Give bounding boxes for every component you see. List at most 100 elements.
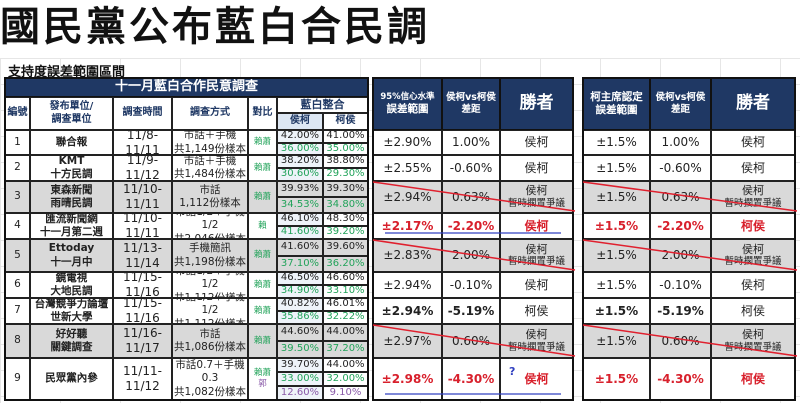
row-hou-ko-value-text: 37.10% [280, 257, 320, 269]
row-hou-ko-value-text: 35.86% [280, 311, 320, 323]
row-margin: ±2.83% [373, 239, 442, 272]
row-margin-text: ±1.5% [596, 189, 637, 204]
row-winner: 侯柯 [711, 155, 795, 181]
row-publisher: 鏡電視 大地民調 [30, 272, 113, 298]
margin_table_95-header-margin-text: 95%信心水準 [380, 92, 435, 103]
row-hou-ko-value: 36.00% [277, 143, 323, 155]
col-header-method-text: 調查方式 [190, 107, 230, 119]
row-gap: 2.00% [650, 239, 711, 272]
row-method-text: 市話1/2＋手機1/2 [175, 273, 244, 291]
margin_table_ko-header-gap-text: 侯柯vs柯侯 [655, 92, 706, 104]
row-gap-text: -5.19% [447, 303, 495, 318]
row-method-text: 共1,112份樣本 [173, 291, 247, 298]
row-ko-hou-value-text: 48.30% [326, 213, 365, 225]
row-publisher-text: 雨晴民調 [50, 197, 93, 209]
row-gap-text: -4.30% [447, 371, 495, 386]
row-gap-text: 0.63% [451, 189, 491, 204]
row-compare: 賴蕭 [248, 155, 277, 181]
col-header-no: 編號 [5, 97, 30, 130]
row-winner: 柯侯 [711, 298, 795, 324]
row-winner-text: 侯柯 [524, 160, 549, 175]
row-winner: 侯柯 [500, 272, 573, 298]
row-margin-text: ±2.97% [383, 333, 432, 348]
row-winner-text: 暫時擱置爭議 [507, 341, 565, 353]
page-title: 國民黨公布藍白合民調 [0, 4, 430, 50]
row-ko-hou-value: 9.10% [323, 386, 368, 400]
row-method: 手機簡訊 共1,198份樣本 [172, 239, 248, 272]
col-header-publisher: 發布單位/調查單位 [30, 97, 113, 130]
row-ko-hou-value-text: 39.60% [326, 241, 365, 253]
row-gap: -4.30% [442, 358, 500, 400]
row-ko-hou-value-text: 39.30% [326, 182, 365, 194]
row-winner-text: 侯柯 [524, 371, 549, 386]
row-ko-hou-value-text: 37.20% [326, 343, 365, 355]
row-method-text: 手機簡訊 [189, 242, 231, 255]
margin_table_95-header-winner: 勝者 [500, 78, 573, 130]
row-period: 11/8-11/11 [113, 130, 172, 155]
row-no-text: 1 [14, 135, 21, 148]
row-no-text: 4 [14, 219, 21, 232]
row-gap: -5.19% [650, 298, 711, 324]
row-gap: -2.20% [442, 213, 500, 239]
row-period: 11/11-11/12 [113, 358, 172, 400]
row-gap-text: -0.10% [659, 277, 702, 292]
row-compare-text: 賴 [258, 220, 267, 231]
row-hou-ko-value: 39.93% [277, 181, 323, 197]
row-no-text: 5 [14, 248, 21, 261]
row-no: 5 [5, 239, 30, 272]
row-margin-text: ±1.5% [596, 248, 637, 262]
margin_table_ko-header-winner-text: 勝者 [736, 93, 770, 114]
row-compare-text: 賴蕭 [253, 162, 271, 173]
row-ko-hou-value: 38.80% [323, 155, 368, 168]
row-publisher: Ettoday 十一月中 [30, 239, 113, 272]
row-gap: 0.63% [442, 181, 500, 213]
row-margin-text: ±2.94% [383, 277, 432, 292]
row-method-text: 共1,082份樣本 [173, 385, 247, 398]
row-margin-text: ±2.94% [381, 303, 434, 318]
row-margin-text: ±2.94% [383, 189, 432, 204]
row-margin-text: ±2.83% [383, 248, 432, 262]
row-publisher: 聯合報 [30, 130, 113, 155]
row-margin: ±1.5% [583, 130, 650, 155]
row-gap-text: 0.60% [451, 333, 491, 348]
row-hou-ko-value: 44.60% [277, 324, 323, 341]
row-method: 市話0.7＋手機0.3 共1,082份樣本 [172, 358, 248, 400]
survey-table-title-text: 十一月藍白合作民意調查 [114, 79, 258, 95]
row-period: 11/16-11/17 [113, 324, 172, 358]
row-winner-text: 侯柯 [525, 328, 548, 342]
row-ko-hou-value: 32.00% [323, 372, 368, 386]
row-winner-text: 柯侯 [740, 303, 765, 318]
row-margin: ±1.5% [583, 181, 650, 213]
row-margin: ±2.94% [373, 272, 442, 298]
row-gap: -0.10% [442, 272, 500, 298]
survey-table-title: 十一月藍白合作民意調查 [5, 78, 368, 97]
row-winner: 侯柯 [500, 213, 573, 239]
row-no: 1 [5, 130, 30, 155]
row-gap: 1.00% [650, 130, 711, 155]
row-hou-ko-value: 39.70% [277, 358, 323, 372]
row-winner-text: 侯柯 [742, 184, 764, 198]
row-publisher-text: 關鍵調查 [50, 341, 93, 353]
row-gap-text: -0.60% [659, 160, 702, 175]
col-header-merge: 藍白整合 [277, 97, 368, 113]
row-margin: ±1.5% [583, 324, 650, 358]
row-hou-ko-value: 12.60% [277, 386, 323, 400]
col-header-publisher-text: 調查單位 [51, 113, 92, 125]
row-winner: 侯柯 暫時擱置爭議 [500, 181, 573, 213]
row-method-text: 市話1/2＋手機1/2 [175, 299, 244, 317]
row-publisher-text: Ettoday [48, 242, 95, 255]
row-hou-ko-value: 38.20% [277, 155, 323, 168]
row-hou-ko-value: 41.60% [277, 239, 323, 256]
row-winner-text: 侯柯 [740, 160, 765, 175]
row-hou-ko-value: 40.82% [277, 298, 323, 311]
row-winner-text: 暫時擱置爭議 [724, 197, 782, 209]
row-compare: 賴蕭 [248, 298, 277, 324]
row-no-text: 9 [14, 372, 21, 385]
row-publisher-text: 東森新聞 [50, 183, 93, 196]
row-publisher-text: 鏡電視 [55, 272, 88, 284]
row-method-text: 市話＋手機 [183, 155, 237, 167]
row-hou-ko-value-text: 34.53% [280, 198, 320, 210]
row-compare-text: 賴蕭 [253, 137, 271, 148]
col-header-period-text: 調查時間 [122, 107, 163, 119]
row-gap-text: 2.00% [661, 248, 700, 262]
